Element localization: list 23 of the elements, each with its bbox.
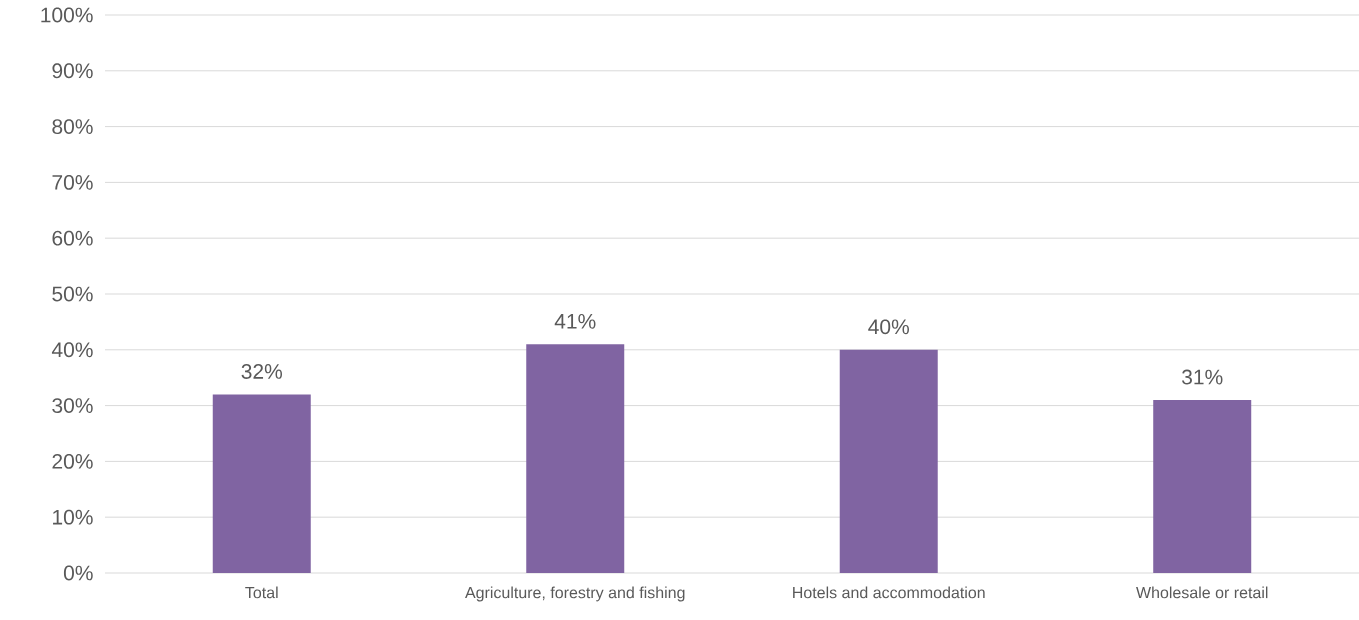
y-tick-label: 50% [52,286,93,302]
x-tick-label: Agriculture, forestry and fishing [465,586,685,602]
x-tick-label: Wholesale or retail [1136,586,1268,599]
y-tick-label: 30% [52,398,93,414]
y-tick-label: 20% [52,453,93,469]
bar [839,349,938,573]
data-label: 41% [554,313,596,329]
bar [212,394,311,573]
y-tick-label: 0% [63,565,93,581]
y-tick-label: 40% [51,342,93,358]
data-label: 32% [241,364,283,379]
x-tick-label: Total [245,586,278,599]
y-tick-label: 70% [52,174,93,190]
data-label: 31% [1182,369,1223,385]
x-tick-label: Hotels and accommodation [793,586,985,599]
y-tick-label: 100% [41,7,93,23]
bar [526,344,625,573]
data-label: 40% [868,319,909,335]
y-tick-label: 60% [52,230,93,246]
y-tick-label: 10% [53,509,93,525]
y-tick-label: 90% [52,63,93,79]
bar [1153,400,1252,573]
y-tick-label: 80% [52,119,93,135]
